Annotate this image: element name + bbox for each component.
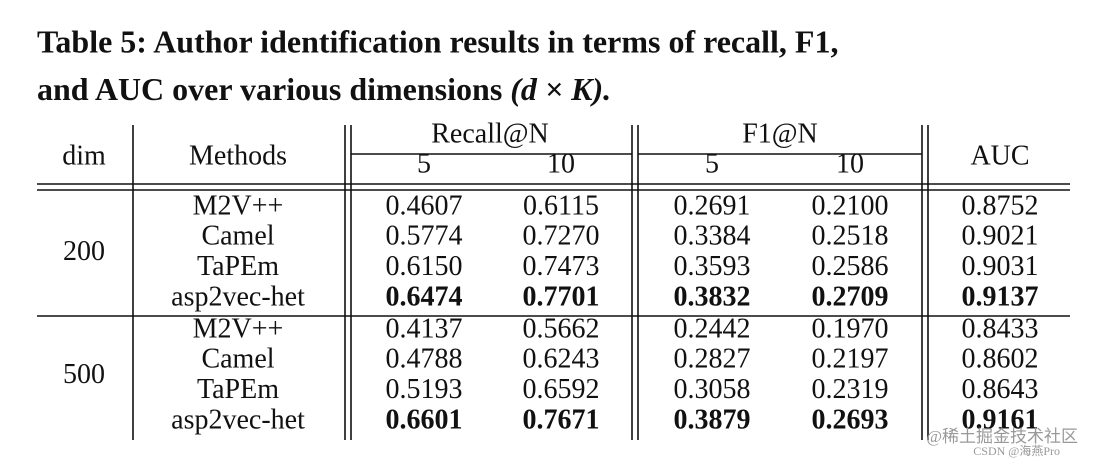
method-cell: Camel	[201, 344, 274, 375]
value-cell: 0.8752	[962, 190, 1039, 221]
value-cell: 0.9137	[962, 281, 1039, 312]
method-cell: M2V++	[193, 313, 284, 344]
value-cell: 0.7473	[523, 251, 600, 282]
value-cell: 0.2197	[812, 344, 889, 375]
value-cell: 0.2442	[674, 313, 751, 344]
value-cell: 0.6474	[386, 281, 463, 312]
header-cell: 5	[417, 148, 431, 179]
dim-cell: 500	[63, 359, 105, 390]
value-cell: 0.9021	[962, 221, 1039, 252]
value-cell: 0.5193	[386, 374, 463, 405]
watermark: @稀土掘金技术社区	[926, 427, 1078, 446]
header-cell: 10	[836, 148, 864, 179]
value-cell: 0.2827	[674, 344, 751, 375]
value-cell: 0.4788	[386, 344, 463, 375]
value-cell: 0.3384	[674, 221, 751, 252]
value-cell: 0.8643	[962, 374, 1039, 405]
value-cell: 0.2709	[812, 281, 889, 312]
value-cell: 0.2319	[812, 374, 889, 405]
dim-cell: 200	[63, 236, 105, 267]
value-cell: 0.6150	[386, 251, 463, 282]
header-cell: AUC	[970, 140, 1029, 171]
value-cell: 0.3058	[674, 374, 751, 405]
value-cell: 0.8433	[962, 313, 1039, 344]
value-cell: 0.3879	[674, 404, 751, 435]
value-cell: 0.1970	[812, 313, 889, 344]
title: and AUC over various dimensions (d × K).	[37, 71, 611, 107]
value-cell: 0.7270	[523, 221, 600, 252]
value-cell: 0.5662	[523, 313, 600, 344]
title-part: and AUC over various dimensions	[37, 71, 502, 107]
value-cell: 0.2100	[812, 190, 889, 221]
value-cell: 0.2691	[674, 190, 751, 221]
value-cell: 0.8602	[962, 344, 1039, 375]
value-cell: 0.6601	[386, 404, 463, 435]
value-cell: 0.7701	[523, 281, 600, 312]
value-cell: 0.9161	[962, 404, 1039, 435]
value-cell: 0.3593	[674, 251, 751, 282]
header-cell: Recall@N	[431, 118, 549, 149]
watermark: CSDN @海燕Pro	[973, 443, 1060, 458]
value-cell: 0.6592	[523, 374, 600, 405]
value-cell: 0.2693	[812, 404, 889, 435]
value-cell: 0.5774	[386, 221, 463, 252]
value-cell: 0.3832	[674, 281, 751, 312]
method-cell: Camel	[201, 221, 274, 252]
title-math: (d × K).	[510, 71, 611, 107]
value-cell: 0.7671	[523, 404, 600, 435]
value-cell: 0.2586	[812, 251, 889, 282]
header-cell: Methods	[189, 140, 287, 171]
method-cell: M2V++	[193, 190, 284, 221]
header-cell: F1@N	[742, 118, 818, 149]
method-cell: asp2vec-het	[171, 404, 305, 435]
header-cell: 5	[705, 148, 719, 179]
method-cell: TaPEm	[197, 374, 279, 405]
value-cell: 0.6243	[523, 344, 600, 375]
value-cell: 0.6115	[523, 190, 599, 221]
value-cell: 0.4137	[386, 313, 463, 344]
value-cell: 0.4607	[386, 190, 463, 221]
method-cell: asp2vec-het	[171, 281, 305, 312]
title: Table 5: Author identification results i…	[37, 23, 838, 59]
value-cell: 0.9031	[962, 251, 1039, 282]
header-cell: dim	[62, 140, 106, 171]
header-cell: 10	[547, 148, 575, 179]
value-cell: 0.2518	[812, 221, 889, 252]
method-cell: TaPEm	[197, 251, 279, 282]
